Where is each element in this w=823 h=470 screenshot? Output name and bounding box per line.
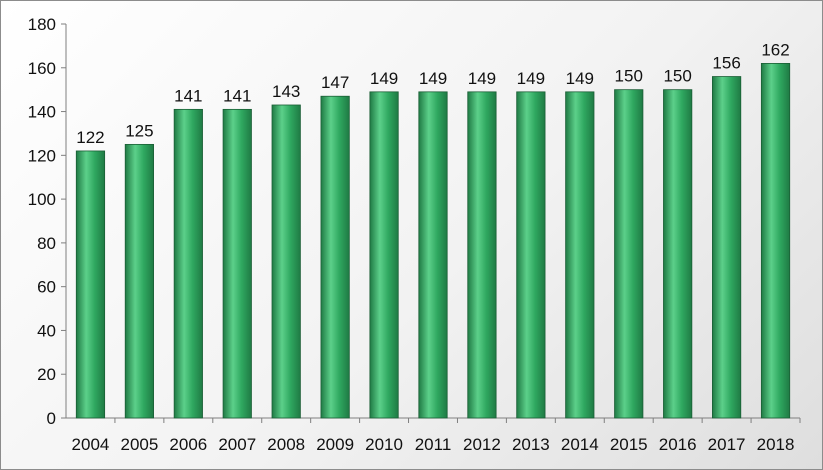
- bars: [75, 63, 791, 419]
- bar-2004: [75, 150, 106, 419]
- x-tick-label-2007: 2007: [218, 435, 256, 454]
- y-tick-label: 140: [28, 103, 56, 122]
- bar-2015: [614, 89, 644, 419]
- data-label-2008: 143: [272, 82, 300, 101]
- bar-2007: [222, 108, 252, 419]
- data-label-2004: 122: [76, 128, 104, 147]
- y-tick-label: 60: [37, 278, 56, 297]
- y-tick-label: 160: [28, 59, 56, 78]
- data-label-2006: 141: [174, 86, 202, 105]
- y-tick-label: 20: [37, 365, 56, 384]
- y-tick-label: 100: [28, 190, 56, 209]
- x-axis: 2004 2005 2006 2007 2008 2009 2010 2011 2012 2013…: [66, 417, 801, 454]
- bar-2014: [565, 91, 595, 419]
- x-tick-label-2011: 2011: [415, 435, 452, 454]
- x-tick-label-2012: 2012: [463, 435, 501, 454]
- x-tick-label-2009: 2009: [316, 435, 354, 454]
- bar-2016: [663, 89, 693, 419]
- data-label-2018: 162: [761, 40, 789, 59]
- data-label-2007: 141: [223, 86, 251, 105]
- data-label-2014: 149: [566, 69, 594, 88]
- bar-2008: [271, 104, 301, 419]
- bar-2010: [369, 91, 399, 419]
- y-tick-label: 120: [28, 146, 56, 165]
- data-labels: 122 125 141 141 143 147 149 149 149 149 149 150 150 1…: [76, 40, 789, 147]
- bar-2011: [418, 91, 448, 419]
- x-tick-label-2005: 2005: [120, 435, 158, 454]
- x-tick-label-2008: 2008: [267, 435, 305, 454]
- bar-2006: [173, 108, 203, 419]
- y-axis: 0 20 40 60 80 100 120 140 160 180: [28, 15, 67, 428]
- bar-2017: [712, 76, 742, 419]
- data-label-2012: 149: [468, 69, 496, 88]
- bar-2005: [124, 143, 154, 419]
- data-label-2013: 149: [517, 69, 545, 88]
- x-tick-label-2004: 2004: [72, 435, 110, 454]
- x-tick-label-2010: 2010: [365, 435, 403, 454]
- y-tick-label: 40: [37, 321, 56, 340]
- bar-2013: [516, 91, 546, 419]
- bar-2012: [467, 91, 497, 419]
- data-label-2010: 149: [370, 69, 398, 88]
- data-label-2017: 156: [712, 54, 740, 73]
- data-label-2016: 150: [663, 67, 691, 86]
- y-tick-label: 180: [28, 15, 56, 34]
- data-label-2015: 150: [615, 67, 643, 86]
- bar-2009: [320, 95, 350, 419]
- bar-2018: [760, 63, 791, 419]
- x-tick-label-2006: 2006: [169, 435, 207, 454]
- x-tick-label-2016: 2016: [659, 435, 697, 454]
- x-tick-label-2015: 2015: [610, 435, 648, 454]
- data-label-2011: 149: [419, 69, 447, 88]
- x-tick-label-2014: 2014: [561, 435, 599, 454]
- x-tick-label-2013: 2013: [512, 435, 550, 454]
- y-tick-label: 0: [47, 409, 56, 428]
- data-label-2005: 125: [125, 121, 153, 140]
- x-tick-label-2017: 2017: [708, 435, 746, 454]
- x-tick-label-2018: 2018: [757, 435, 795, 454]
- y-tick-label: 80: [37, 234, 56, 253]
- data-label-2009: 147: [321, 73, 349, 92]
